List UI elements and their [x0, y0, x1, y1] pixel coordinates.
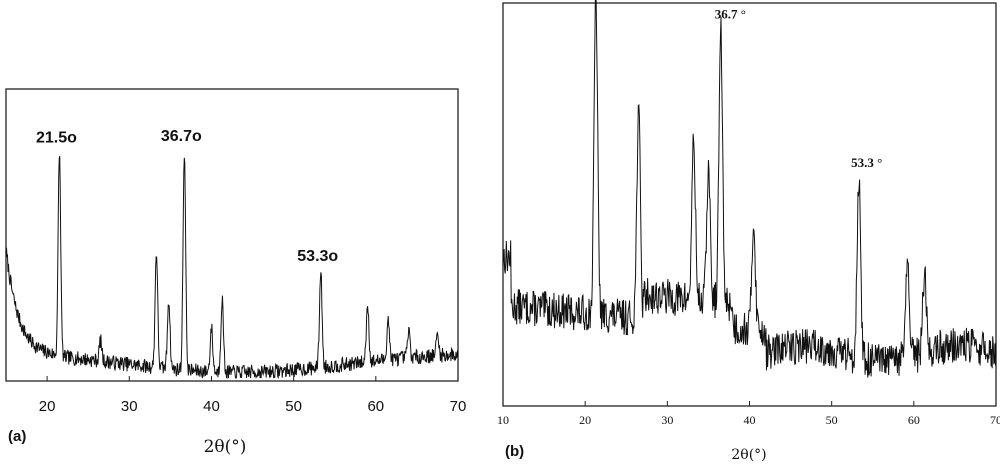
- x-tick-label: 70: [990, 413, 1000, 427]
- peak-annotation: 53.3o: [297, 248, 338, 265]
- peak-annotation: 36.7 °: [715, 6, 746, 21]
- x-tick-label: 30: [661, 413, 673, 427]
- x-axis-label-a: 2θ(°): [204, 437, 247, 457]
- plot-frame-a: [5, 88, 459, 382]
- x-axis-label-b: 2θ(°): [731, 447, 766, 463]
- x-tick-label: 50: [826, 413, 838, 427]
- peak-annotation: 21.5o: [36, 130, 77, 147]
- peak-annotation: 36.7o: [161, 128, 202, 145]
- peak-annotation: 53.3 °: [851, 155, 882, 170]
- panel-a: 20 30 40 50 60 70 21.5o 36.7o 53.3o 2θ(°) (a): [5, 88, 467, 457]
- x-tick-label: 60: [908, 413, 920, 427]
- x-tick-label: 40: [744, 413, 756, 427]
- x-tick-label: 40: [203, 398, 220, 415]
- plot-frame-b: [502, 2, 997, 407]
- x-tick-label: 10: [497, 413, 509, 427]
- x-tick-label: 20: [579, 413, 591, 427]
- xrd-pattern-line-b: [502, 0, 997, 378]
- x-tick-label: 50: [285, 398, 302, 415]
- x-tick-label: 30: [121, 398, 138, 415]
- panel-label-b: (b): [505, 443, 524, 460]
- x-tick-label: 60: [367, 398, 384, 415]
- xrd-pattern-line-a: [5, 156, 459, 380]
- x-tick-label: 20: [39, 398, 56, 415]
- panel-label-a: (a): [8, 428, 26, 445]
- x-tick-label: 70: [450, 398, 467, 415]
